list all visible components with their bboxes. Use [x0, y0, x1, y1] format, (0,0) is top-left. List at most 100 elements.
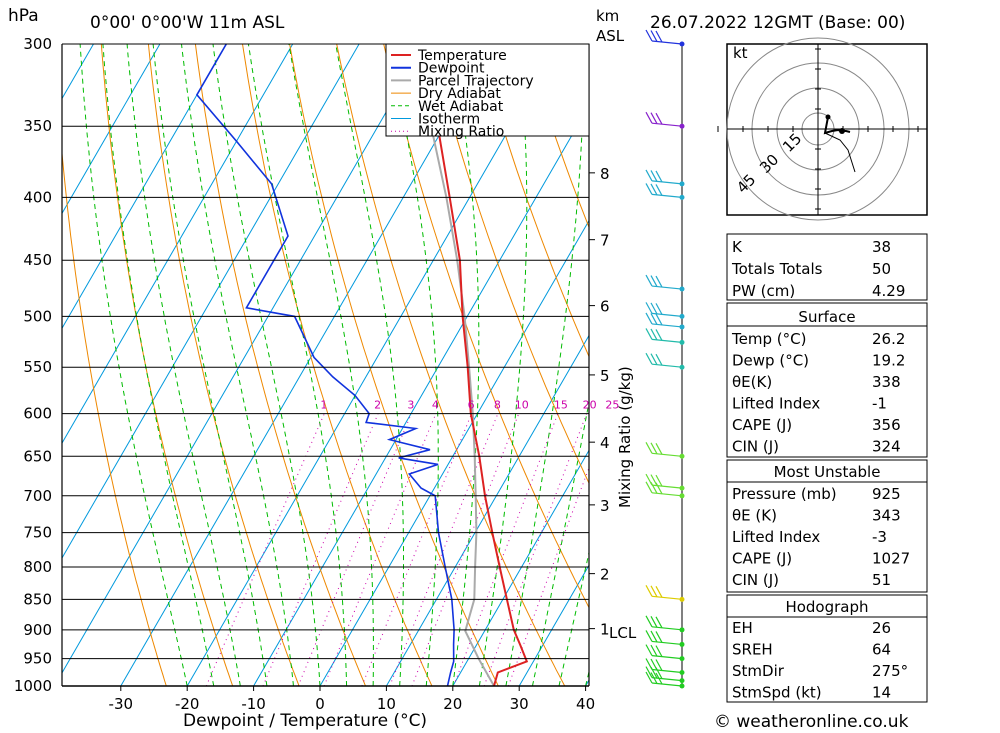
surface-row-value: 356 — [872, 416, 901, 434]
wind-barb-flag — [645, 302, 653, 314]
wind-barb-flag — [650, 30, 658, 42]
surface-row-value: -1 — [872, 395, 887, 413]
hodograph-stats-row-value: 275° — [872, 662, 908, 680]
wind-barb-flag — [655, 112, 663, 125]
wind-barb — [645, 615, 683, 631]
isotherm-line — [186, 44, 559, 686]
wind-barb-flag — [650, 275, 658, 287]
wind-barb — [645, 585, 683, 600]
hodograph-storm-point — [839, 128, 845, 134]
surface-row-value: 324 — [872, 438, 901, 456]
hodograph-stats-title: Hodograph — [785, 598, 868, 616]
wind-barb-flag — [655, 303, 663, 315]
wind-barb-flag — [645, 328, 653, 340]
wind-barb-flag — [650, 644, 658, 657]
lcl-label: LCL — [609, 624, 637, 642]
mixing-ratio-line — [205, 413, 325, 686]
wind-barb — [645, 352, 683, 368]
isotherm-line — [62, 44, 227, 330]
wind-barb-flag — [650, 585, 658, 598]
most-unstable-row-value: 51 — [872, 571, 891, 589]
hpa-unit-label: hPa — [8, 6, 39, 26]
pressure-tick-label: 300 — [23, 35, 52, 53]
wind-barb — [645, 169, 683, 185]
x-axis-title: Dewpoint / Temperature (°C) — [183, 711, 427, 731]
hodograph-stats-row-value: 14 — [872, 684, 891, 702]
wind-barb-flag — [650, 112, 658, 124]
temperature-tick-label: 20 — [443, 695, 462, 713]
pressure-tick-label: 600 — [23, 405, 52, 423]
index-row-value: 4.29 — [872, 282, 905, 300]
wind-barb — [645, 29, 683, 45]
parcel-trajectory-line — [411, 44, 495, 686]
wind-barb-flag — [650, 170, 658, 182]
wind-barb-flag — [655, 586, 663, 598]
km-tick-label: 3 — [600, 497, 610, 515]
surface-row-label: CAPE (J) — [732, 416, 792, 434]
temperature-tick-label: 30 — [510, 695, 529, 713]
most-unstable-row-label: θE (K) — [732, 507, 777, 525]
wind-barb-flag — [645, 481, 653, 494]
most-unstable-row-value: -3 — [872, 528, 887, 546]
isotherm-line — [385, 334, 589, 686]
hodograph-stats-row-label: EH — [732, 619, 753, 637]
wind-barb — [645, 183, 683, 198]
index-row-label: PW (cm) — [732, 282, 795, 300]
legend-label: Temperature — [417, 48, 507, 64]
pressure-tick-label: 1000 — [14, 677, 52, 695]
datetime-label: 26.07.2022 12GMT (Base: 00) — [650, 13, 905, 33]
km-tick-label: 2 — [600, 566, 610, 584]
wet-adiabat-line — [505, 44, 585, 686]
isotherm-line — [452, 449, 589, 686]
wind-barb-flag — [650, 328, 658, 341]
mixing-ratio-label: 6 — [468, 399, 475, 412]
mixing-ratio-label: 25 — [605, 399, 619, 412]
wind-barb — [645, 302, 683, 317]
wind-barb-flag — [645, 352, 653, 365]
most-unstable-row-value: 925 — [872, 485, 901, 503]
hodograph-stats-row-value: 26 — [872, 619, 891, 637]
km-tick-label: 7 — [600, 232, 610, 250]
dry-adiabat-line — [336, 44, 566, 686]
index-row-label: Totals Totals — [731, 260, 823, 278]
wind-barb-flag — [645, 29, 653, 42]
pressure-tick-label: 750 — [23, 524, 52, 542]
wind-barb — [645, 658, 683, 674]
hodograph-point — [825, 114, 831, 120]
legend-box — [385, 43, 590, 137]
pressure-tick-label: 700 — [23, 487, 52, 505]
surface-row-label: Temp (°C) — [731, 330, 806, 348]
pressure-tick-label: 800 — [23, 558, 52, 576]
isotherm-line — [120, 44, 493, 686]
km-unit-label: km — [596, 7, 619, 25]
km-tick-label: 1 — [600, 621, 610, 639]
temperature-tick-label: 10 — [377, 695, 396, 713]
temperature-tick-label: -20 — [175, 695, 200, 713]
isotherm-line — [253, 104, 589, 686]
wind-barb-flag — [650, 183, 658, 196]
km-tick-label: 6 — [600, 298, 610, 316]
mixing-ratio-line — [297, 413, 412, 686]
wind-barb-flag — [655, 616, 663, 629]
pressure-tick-label: 950 — [23, 650, 52, 668]
legend-label: Dry Adiabat — [418, 86, 501, 102]
hodograph-trace-upper — [824, 132, 856, 173]
wind-barb-flag — [650, 353, 658, 365]
mixing-ratio-axis-title: Mixing Ratio (g/kg) — [616, 366, 634, 508]
wind-barb-flag — [645, 666, 653, 678]
wind-barb-flag — [650, 658, 658, 671]
hodograph-unit-label: kt — [733, 44, 748, 62]
wet-adiabat-line — [152, 44, 268, 686]
wind-barb-flag — [650, 442, 658, 455]
pressure-tick-label: 650 — [23, 447, 52, 465]
pressure-tick-label: 500 — [23, 307, 52, 325]
mixing-ratio-label: 15 — [554, 399, 568, 412]
wind-barb-flag — [655, 659, 663, 671]
surface-row-label: Dewp (°C) — [732, 352, 809, 370]
surface-row-label: θE(K) — [732, 373, 772, 391]
legend-label: Dewpoint — [418, 61, 485, 77]
wind-barb-flag — [645, 644, 653, 656]
wind-barb-flag — [655, 353, 663, 366]
surface-row-label: Lifted Index — [732, 395, 820, 413]
legend-label: Isotherm — [418, 112, 480, 128]
